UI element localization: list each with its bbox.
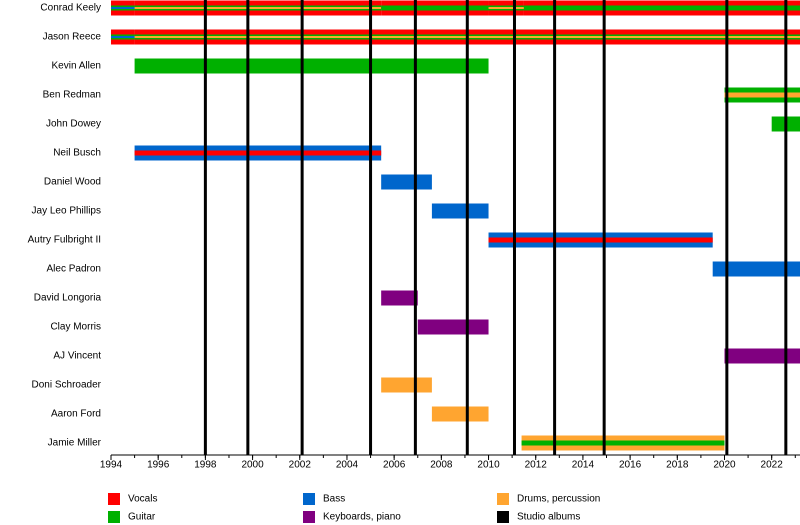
legend-label: Studio albums [517, 512, 580, 523]
legend-label: Bass [323, 494, 345, 505]
x-tick-label: 2008 [430, 460, 453, 471]
member-name: Jamie Miller [48, 438, 102, 449]
x-tick-label: 2002 [289, 460, 312, 471]
x-tick-label: 2010 [477, 460, 500, 471]
member-name: Ben Redman [43, 90, 101, 101]
member-name: Alec Padron [47, 264, 101, 275]
legend-swatch [303, 493, 315, 505]
legend-label: Drums, percussion [517, 494, 600, 505]
member-bar [381, 377, 432, 393]
member-bar [523, 5, 800, 11]
x-tick-label: 2004 [336, 460, 359, 471]
x-tick-label: 1998 [194, 460, 217, 471]
member-bar [111, 36, 135, 38]
legend-swatch [497, 493, 509, 505]
member-name: AJ Vincent [53, 351, 101, 362]
legend-swatch [108, 511, 120, 523]
legend-swatch [108, 493, 120, 505]
member-name: Conrad Keely [40, 3, 101, 14]
member-bar [381, 290, 418, 306]
member-bar [724, 92, 800, 98]
x-tick-label: 2020 [713, 460, 736, 471]
member-name: John Dowey [46, 119, 101, 130]
member-bar [381, 174, 432, 190]
member-name: Clay Morris [50, 322, 101, 333]
member-bar [712, 261, 800, 277]
member-name: David Longoria [34, 293, 102, 304]
member-bar [488, 237, 713, 243]
x-tick-label: 2006 [383, 460, 406, 471]
legend-label: Vocals [128, 494, 157, 505]
member-name: Jason Reece [43, 32, 102, 43]
member-name: Aaron Ford [51, 409, 101, 420]
member-bar [111, 7, 135, 9]
member-bar [134, 150, 382, 156]
member-bar [431, 406, 489, 422]
x-tick-label: 1996 [147, 460, 170, 471]
member-bar [488, 7, 524, 9]
member-name: Doni Schroader [32, 380, 102, 391]
member-name: Kevin Allen [52, 61, 101, 72]
member-bar [381, 5, 489, 11]
x-tick-label: 1994 [100, 460, 123, 471]
x-tick-label: 2022 [761, 460, 784, 471]
x-tick-label: 2000 [241, 460, 264, 471]
member-name: Autry Fulbright II [28, 235, 101, 246]
member-name: Daniel Wood [44, 177, 101, 188]
member-name: Jay Leo Phillips [32, 206, 101, 217]
member-bar [134, 7, 382, 9]
member-bar [431, 203, 489, 219]
x-tick-label: 2012 [525, 460, 548, 471]
member-bar [417, 319, 489, 335]
x-tick-label: 2018 [666, 460, 689, 471]
member-bar [521, 440, 725, 446]
member-name: Neil Busch [53, 148, 101, 159]
member-bar [724, 348, 800, 364]
legend-swatch [303, 511, 315, 523]
x-tick-label: 2016 [619, 460, 642, 471]
member-bar [134, 58, 489, 74]
legend-label: Guitar [128, 512, 156, 523]
x-tick-label: 2014 [572, 460, 595, 471]
legend-label: Keyboards, piano [323, 512, 401, 523]
legend-swatch [497, 511, 509, 523]
